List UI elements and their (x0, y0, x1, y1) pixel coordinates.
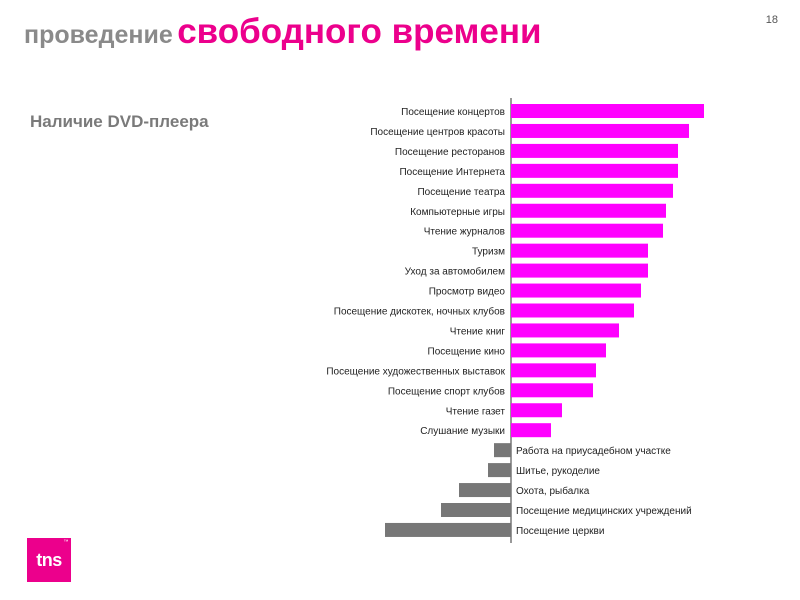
category-label: Просмотр видео (429, 287, 506, 298)
logo-text: tns (36, 549, 62, 570)
slide-title: проведение свободного времени (24, 12, 542, 52)
category-label: Посещение спорт клубов (388, 385, 505, 397)
category-label: Посещение концертов (401, 107, 505, 118)
category-label: Уход за автомобилем (405, 266, 506, 278)
bar (511, 203, 666, 218)
bar (511, 104, 704, 118)
bar (488, 463, 511, 478)
category-label: Посещение медицинских учреждений (516, 506, 692, 517)
bar (385, 522, 511, 537)
page-number: 18 (765, 14, 778, 26)
bar (511, 303, 634, 318)
category-label: Чтение книг (450, 326, 506, 337)
category-label: Компьютерные игры (410, 207, 505, 218)
bar (511, 283, 641, 298)
category-label: Посещение театра (417, 187, 505, 198)
bar (511, 123, 689, 138)
bar (511, 143, 678, 158)
bar (511, 383, 593, 398)
slide-title-part1: проведение (24, 21, 173, 49)
slide-title-part2: свободного времени (177, 12, 542, 51)
tns-logo: tns ™ (27, 538, 71, 582)
category-label: Посещение кино (428, 346, 506, 357)
chart-title: Наличие DVD-плеера (30, 112, 209, 131)
bar (511, 163, 678, 178)
bar (511, 423, 551, 438)
trademark-symbol: ™ (63, 539, 69, 545)
bar (511, 323, 619, 338)
bar (459, 483, 511, 498)
category-label: Слушание музыки (420, 426, 505, 437)
bar (511, 223, 663, 238)
bar (511, 403, 562, 418)
bar (511, 343, 606, 358)
category-label: Туризм (472, 247, 505, 258)
category-label: Посещение ресторанов (395, 147, 505, 158)
bar (441, 503, 511, 517)
category-label: Посещение художественных выставок (326, 366, 505, 377)
bar (511, 363, 596, 378)
category-label: Посещение Интернета (399, 167, 505, 178)
category-label: Шитье, рукоделие (516, 466, 600, 477)
category-label: Посещение центров красоты (370, 127, 505, 138)
bar (511, 183, 673, 198)
category-label: Охота, рыбалка (516, 485, 590, 497)
bar (511, 263, 648, 278)
category-label: Посещение дискотек, ночных клубов (334, 306, 505, 318)
category-label: Чтение газет (446, 406, 506, 417)
bar (494, 443, 511, 458)
category-label: Посещение церкви (516, 526, 604, 537)
bar (511, 243, 648, 258)
category-label: Работа на приусадебном участке (516, 445, 671, 457)
category-label: Чтение журналов (424, 227, 505, 238)
